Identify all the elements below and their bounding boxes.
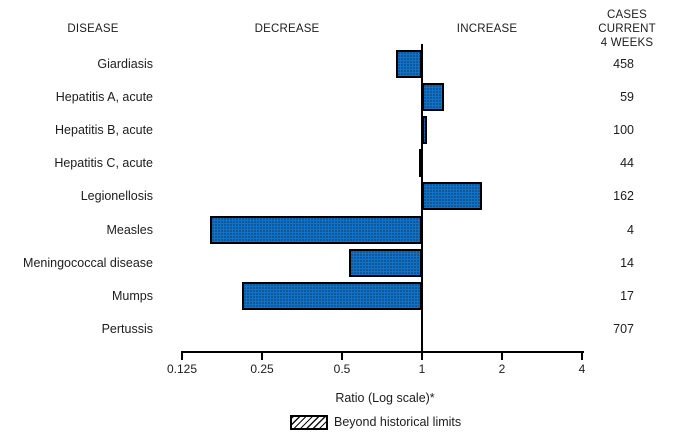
disease-label: Pertussis: [101, 321, 153, 336]
ratio-bar: [348, 248, 422, 277]
cases-value: 162: [613, 189, 634, 204]
legend-hatch-swatch: [290, 415, 328, 430]
x-axis-tick: [421, 351, 423, 360]
column-header-increase: INCREASE: [456, 23, 518, 35]
legend-label: Beyond historical limits: [334, 415, 462, 429]
disease-label: Mumps: [112, 288, 153, 303]
column-header-disease: DISEASE: [67, 23, 119, 35]
x-axis-tick: [501, 351, 503, 360]
cases-value: 14: [620, 255, 634, 270]
ratio-bar: [422, 83, 444, 112]
x-axis-tick-label: 0.25: [250, 362, 274, 376]
disease-label: Legionellosis: [80, 189, 153, 204]
x-axis-line: [181, 351, 584, 353]
column-header-decrease: DECREASE: [254, 23, 320, 35]
x-axis-tick: [581, 351, 583, 360]
x-axis-tick-label: 0.125: [166, 362, 198, 376]
column-header-cases-line1: CASES CURRENT: [598, 9, 656, 35]
baseline-ratio-1: [421, 44, 423, 353]
x-axis-label: Ratio (Log scale)*: [335, 391, 435, 405]
cases-value: 17: [620, 288, 634, 303]
x-axis-tick: [181, 351, 183, 360]
column-header-cases-line2: 4 WEEKS: [600, 37, 654, 49]
disease-label: Measles: [106, 222, 153, 237]
cases-value: 4: [627, 222, 634, 237]
x-axis-tick: [261, 351, 263, 360]
ratio-bar: [241, 281, 422, 310]
ratio-bar: [210, 215, 422, 244]
ratio-bar: [396, 50, 422, 78]
x-axis-tick: [341, 351, 343, 360]
cases-value: 100: [613, 123, 634, 138]
disease-label: Hepatitis B, acute: [55, 123, 153, 138]
cases-value: 707: [613, 321, 634, 336]
disease-label: Hepatitis C, acute: [54, 156, 153, 171]
disease-label: Hepatitis A, acute: [55, 90, 153, 105]
ratio-bar: [422, 182, 482, 211]
cases-value: 44: [620, 156, 634, 171]
x-axis-tick-label: 1: [418, 362, 426, 376]
disease-label: Giardiasis: [97, 57, 153, 71]
x-axis-tick-label: 2: [498, 362, 506, 376]
disease-label: Meningococcal disease: [23, 255, 153, 270]
cases-value: 59: [620, 90, 634, 105]
x-axis-tick-label: 0.5: [333, 362, 351, 376]
x-axis-tick-label: 4: [578, 362, 586, 376]
cases-value: 458: [613, 57, 634, 71]
column-header-cases: CASES CURRENT 4 WEEKS: [598, 8, 657, 50]
